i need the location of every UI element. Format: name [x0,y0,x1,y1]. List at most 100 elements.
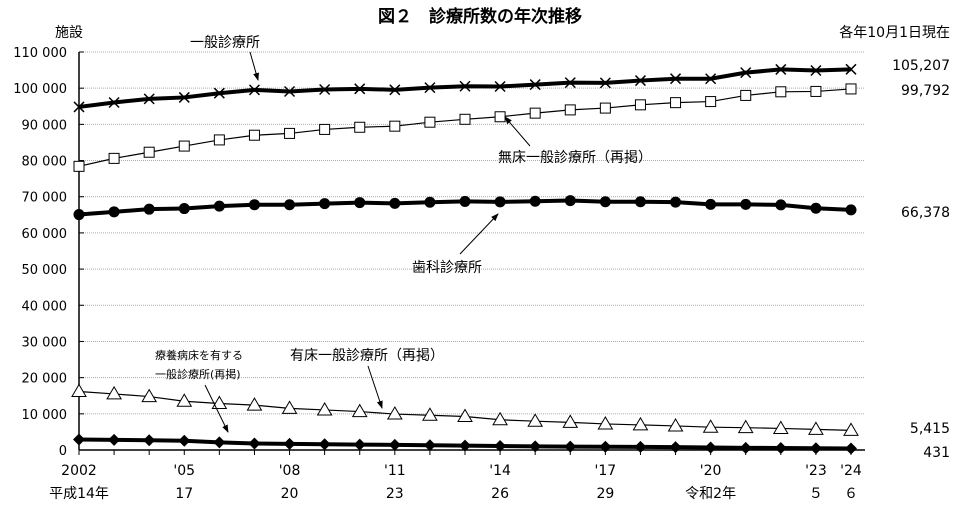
data-point-triangle [457,408,473,423]
x-tick-label: '24 [840,463,862,479]
data-point-triangle [632,416,649,431]
data-point-diamond [564,440,577,453]
x-tick-label-japanese: ５ [809,486,823,502]
data-point-x [284,85,296,98]
end-value-label: 105,207 [892,58,950,74]
series-annotation: 一般診療所 [190,34,260,51]
data-point-square [284,127,296,139]
data-point-circle [284,199,296,211]
data-point-circle [599,196,611,208]
data-point-diamond [248,437,261,450]
data-point-circle [354,197,366,209]
data-point-x [670,73,682,85]
data-point-triangle [351,403,368,418]
data-point-x [634,75,646,87]
x-tick-label-japanese: 29 [596,486,614,502]
data-point-triangle [737,419,754,434]
data-point-triangle [702,419,719,433]
y-tick-label: 0 [59,444,67,459]
data-point-x [213,87,225,99]
x-tick-label: '14 [489,463,511,479]
data-point-x [178,91,190,103]
x-tick-label: '23 [805,463,827,479]
data-point-diamond [739,441,752,454]
data-point-diamond [388,438,401,451]
data-point-circle [845,204,857,216]
y-tick-label: 80 000 [22,155,68,170]
data-point-circle [740,198,752,210]
data-point-x [248,84,260,96]
data-point-diamond [494,440,507,453]
data-point-diamond [178,434,191,447]
data-point-triangle [281,400,298,414]
data-point-x [599,77,611,89]
data-point-circle [143,203,155,215]
data-point-circle [670,196,682,208]
data-point-diamond [774,442,787,455]
data-point-square [459,113,471,125]
data-point-square [424,116,436,128]
data-point-diamond [809,442,822,455]
data-point-square [810,85,822,97]
data-point-diamond [669,441,682,454]
data-point-triangle [492,411,508,426]
data-point-circle [459,195,471,207]
data-point-square [529,107,541,119]
series-annotation: 無床一般診療所（再掲） [498,149,652,166]
data-point-x [845,63,857,75]
data-point-x [424,82,436,94]
data-point-triangle [667,417,684,432]
y-tick-label: 40 000 [22,299,68,314]
x-tick-label-japanese: 平成14年 [49,486,109,502]
annotation-arrow [367,365,383,409]
data-point-square [775,86,787,98]
data-point-triangle [772,420,789,434]
x-tick-label: '20 [700,463,722,479]
data-point-x [108,96,120,109]
y-tick-label: 100 000 [13,82,67,97]
y-tick-label: 60 000 [22,227,68,242]
date-note: 各年10月1日現在 [839,25,950,41]
data-point-triangle [422,407,438,421]
series-line-1 [78,88,852,167]
data-point-square [494,111,506,123]
data-point-triangle [211,395,228,409]
data-point-diamond [318,438,331,451]
data-point-x [529,79,541,91]
x-tick-label: '11 [384,463,406,479]
y-tick-label: 50 000 [22,263,68,278]
data-point-diamond [634,440,647,453]
data-point-square [108,152,120,164]
data-point-circle [248,199,260,211]
data-point-x [564,77,576,89]
data-point-circle [178,203,190,215]
x-tick-label-japanese: 23 [386,486,404,502]
end-value-label: 5,415 [910,421,950,437]
data-point-triangle [597,415,614,430]
data-point-diamond [529,440,542,453]
x-tick-label: '08 [279,463,301,479]
data-point-triangle [386,406,403,420]
y-tick-label: 30 000 [22,335,68,350]
data-point-triangle [808,421,824,435]
series-annotation: 有床一般診療所（再掲） [290,347,444,364]
data-point-circle [424,196,436,208]
end-value-label: 66,378 [901,205,950,221]
data-point-square [705,96,717,108]
data-point-triangle [316,401,333,416]
data-point-x [143,93,155,105]
annotation-arrow [249,51,259,81]
data-point-diamond [423,439,436,452]
y-tick-label: 20 000 [22,372,68,387]
data-point-circle [494,196,506,208]
x-tick-label-japanese: 20 [281,486,299,502]
data-point-circle [73,209,85,221]
data-point-triangle [527,413,544,427]
data-point-square [319,123,331,135]
data-point-square [670,97,682,109]
series-annotation: 一般診療所(再掲) [155,367,241,381]
data-point-x [810,64,822,77]
data-point-square [740,89,752,101]
data-point-diamond [143,434,156,447]
